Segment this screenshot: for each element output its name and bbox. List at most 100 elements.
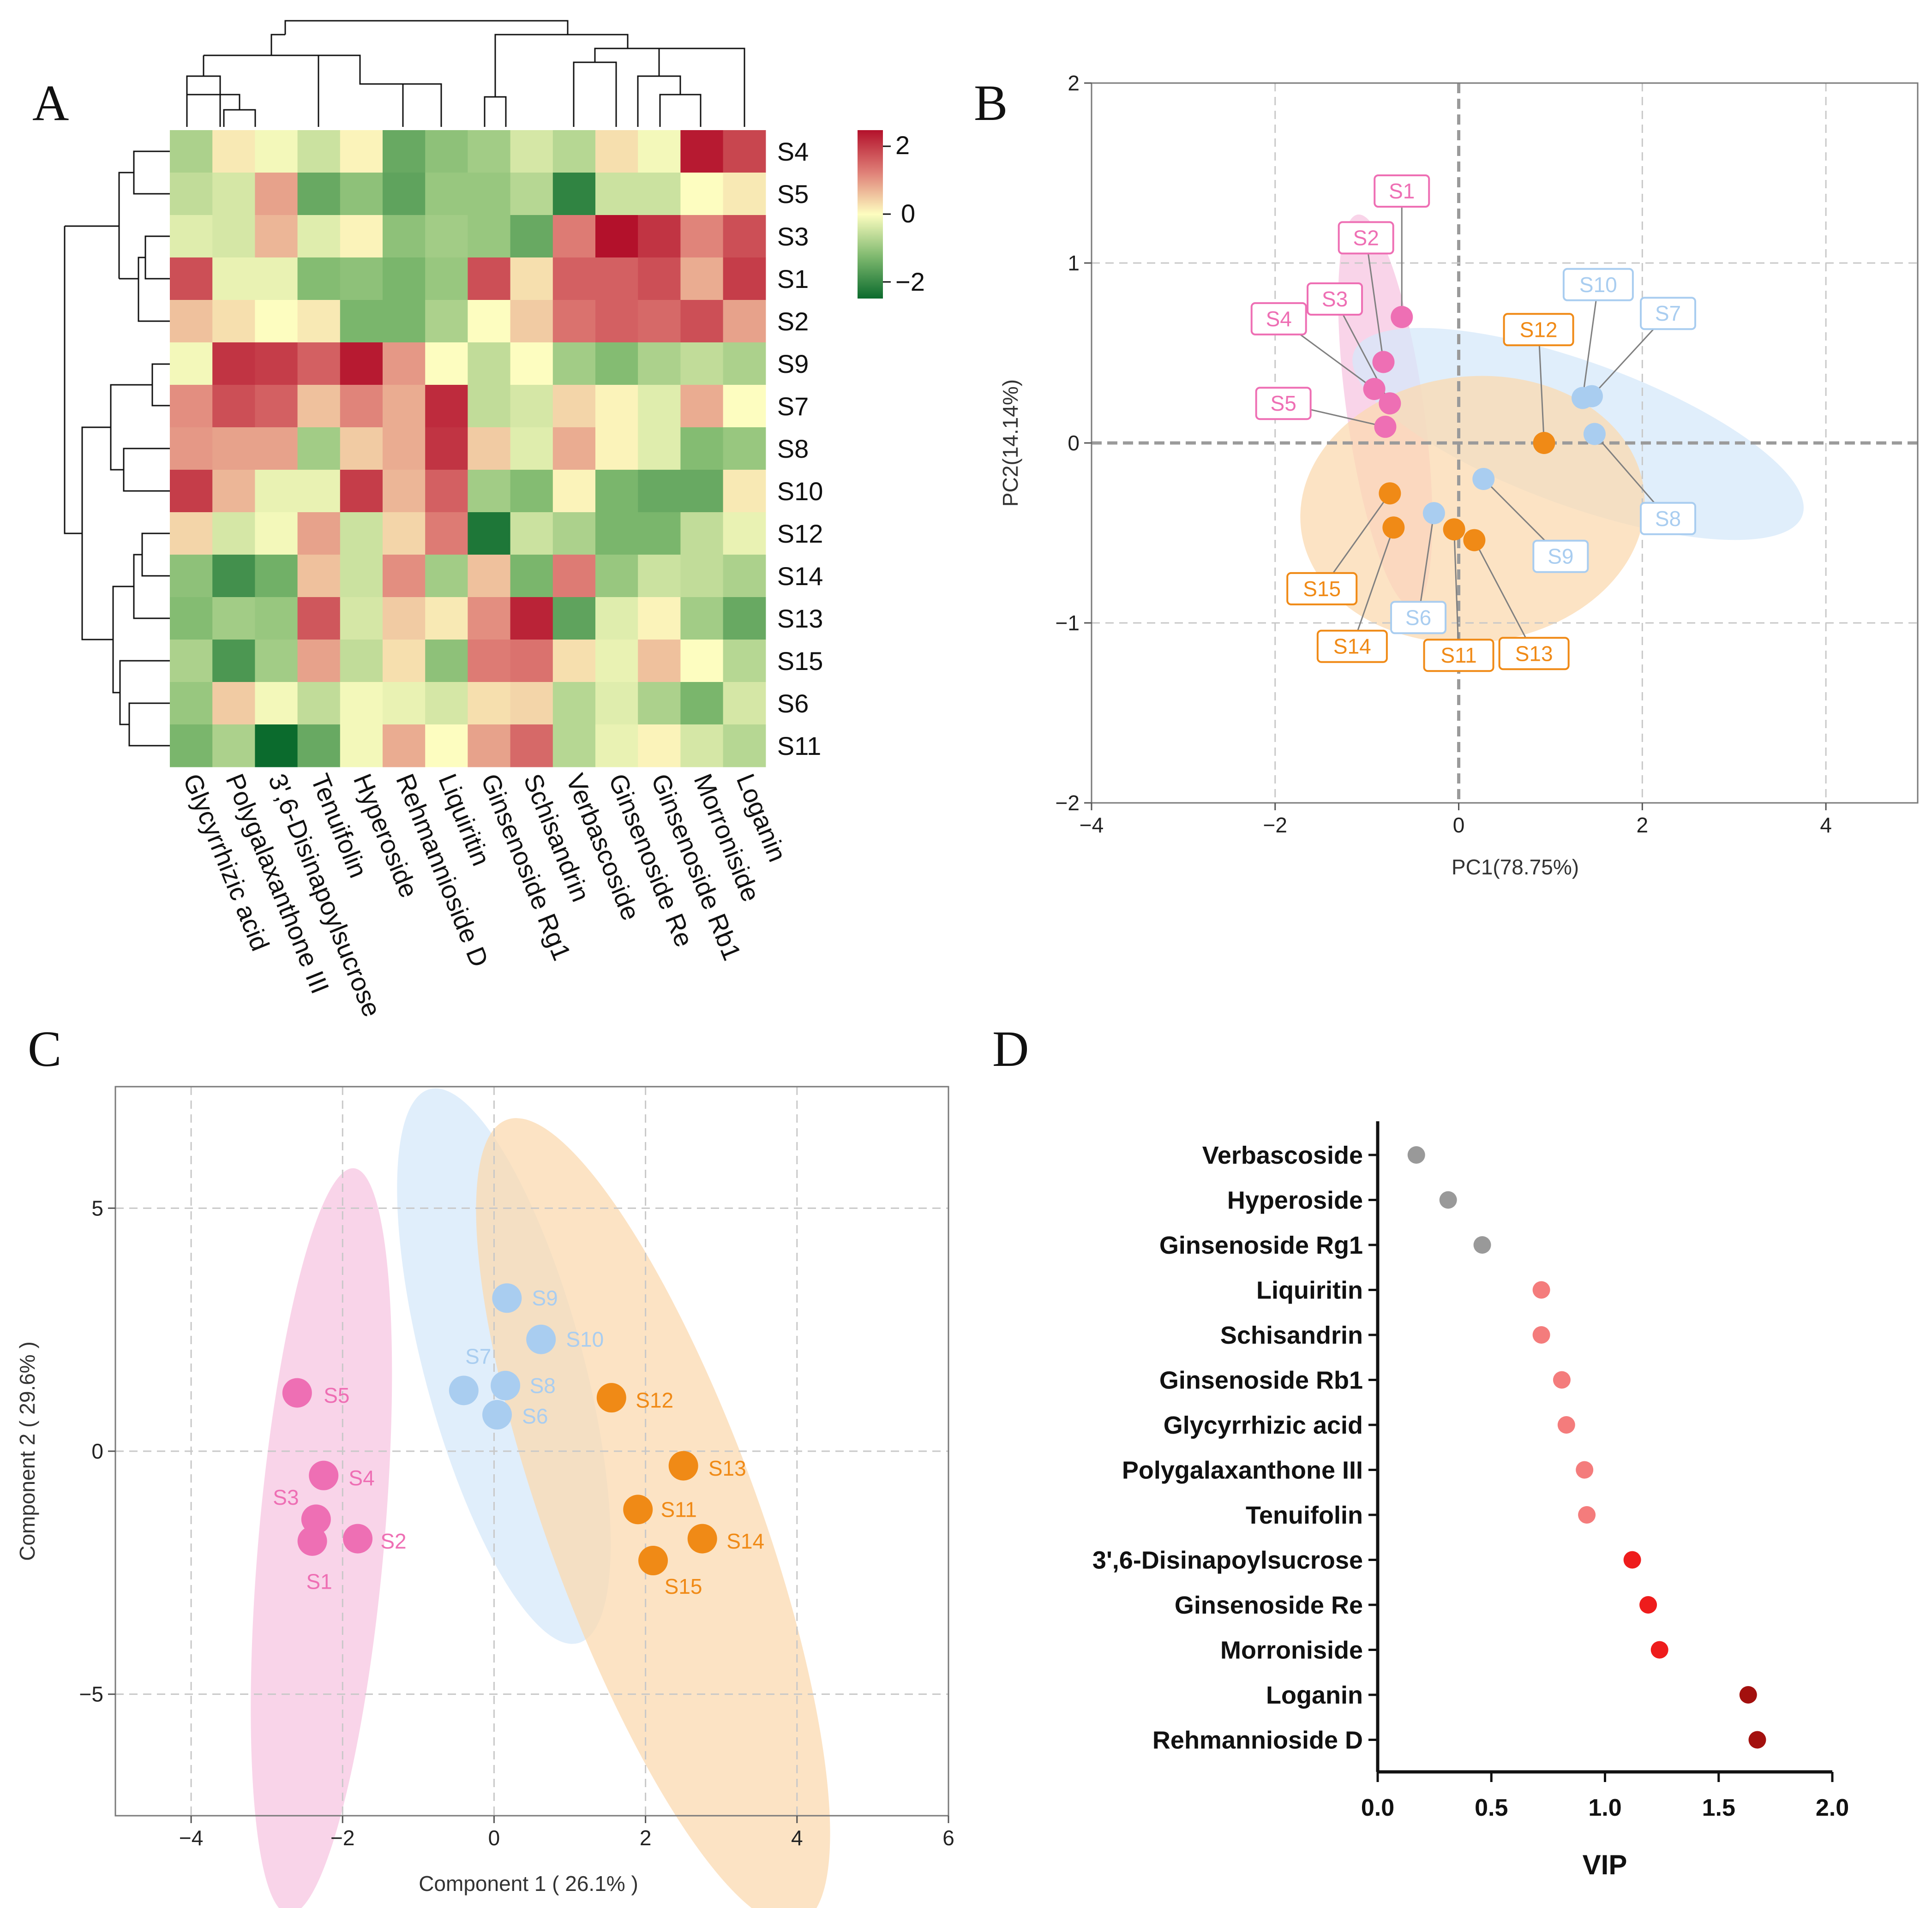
- panel-label-c: C: [28, 1021, 61, 1077]
- data-point: [687, 1524, 717, 1554]
- heatmap-cell: [680, 385, 724, 428]
- heatmap-cell: [723, 130, 766, 173]
- heatmap-cell: [510, 130, 553, 173]
- point-label: S11: [1440, 643, 1476, 667]
- heatmap-cell: [638, 640, 681, 682]
- point-label: S13: [708, 1456, 746, 1480]
- vip-dot: [1557, 1416, 1575, 1434]
- heatmap-cell: [680, 130, 724, 173]
- vip-dot: [1623, 1551, 1641, 1569]
- heatmap-panel: S4 S5 S3 S1 S2 S9 S7 S8 S10 S12 S14 S13 S15 S6 S11 Gly…: [64, 20, 925, 1021]
- heatmap-cell: [510, 724, 553, 767]
- vip-dot: [1439, 1191, 1457, 1209]
- heatmap-cell: [170, 130, 213, 173]
- heatmap-cell: [170, 724, 213, 767]
- heatmap-cell: [638, 342, 681, 385]
- point-label-box: [1498, 637, 1570, 670]
- heatmap-cell: [638, 130, 681, 173]
- heatmap-cell: [680, 342, 724, 385]
- heatmap-cell: [638, 470, 681, 513]
- data-point: [301, 1504, 331, 1534]
- heatmap-cell: [595, 385, 638, 428]
- heatmap-row-labels: S4 S5 S3 S1 S2 S9 S7 S8 S10 S12 S14 S13 S15 S6 S11: [777, 137, 823, 760]
- heatmap-cell: [723, 300, 766, 343]
- point-label: S15: [1303, 577, 1341, 601]
- heatmap-cell: [552, 470, 596, 513]
- point-label: S15: [665, 1574, 702, 1598]
- heatmap-cell: [383, 470, 426, 513]
- heatmap-cell: [468, 470, 511, 513]
- leader-line: [1474, 539, 1535, 654]
- vip-dot: [1553, 1371, 1571, 1389]
- heatmap-cell: [383, 173, 426, 215]
- heatmap-cell: [212, 257, 255, 300]
- heatmap-cell: [595, 257, 638, 300]
- heatmap-cell: [425, 130, 468, 173]
- heatmap-cell: [680, 512, 724, 555]
- vip-category-label: Schisandrin: [1220, 1322, 1363, 1349]
- heatmap-cell: [552, 512, 596, 555]
- point-label: S11: [660, 1497, 696, 1521]
- heatmap-cell: [340, 257, 383, 300]
- heatmap-cell: [212, 555, 255, 598]
- data-point: [297, 1526, 327, 1556]
- heatmap-cell: [723, 215, 766, 258]
- heatmap-cell: [680, 427, 724, 470]
- heatmap-cell: [468, 512, 511, 555]
- data-point: [492, 1283, 522, 1313]
- heatmap-cell: [212, 640, 255, 682]
- heatmap-cell: [170, 597, 213, 640]
- heatmap-cell: [510, 427, 553, 470]
- plsda-x-axis-label: Component 1 ( 26.1% ): [419, 1872, 638, 1896]
- heatmap-cell: [510, 215, 553, 258]
- data-point: [1382, 516, 1405, 539]
- panel-label-a: A: [32, 75, 69, 131]
- heatmap-cell: [425, 470, 468, 513]
- vip-category-label: Ginsenoside Re: [1175, 1591, 1363, 1619]
- heatmap-cell: [383, 385, 426, 428]
- heatmap-cell: [425, 385, 468, 428]
- data-point: [482, 1400, 512, 1430]
- point-label: S2: [380, 1529, 406, 1553]
- point-label: S4: [1266, 307, 1292, 331]
- x-tick-label: −2: [330, 1826, 354, 1850]
- x-tick-label: −2: [1263, 813, 1287, 837]
- vip-dot: [1407, 1146, 1425, 1164]
- heatmap-cell: [297, 555, 341, 598]
- heatmap-cell: [170, 173, 213, 215]
- heatmap-cell: [510, 257, 553, 300]
- vip-category-label: Ginsenoside Rb1: [1159, 1367, 1363, 1394]
- leader-line: [1453, 529, 1460, 656]
- heatmap-cell: [340, 342, 383, 385]
- heatmap-cell: [680, 215, 724, 258]
- heatmap-cell: [552, 597, 596, 640]
- heatmap-cell: [425, 342, 468, 385]
- point-label: S8: [1655, 507, 1681, 531]
- y-tick-label: 2: [1068, 71, 1080, 95]
- heatmap-cell: [468, 385, 511, 428]
- heatmap-cell: [510, 512, 553, 555]
- vip-x-axis-label: VIP: [1583, 1849, 1627, 1880]
- confidence-ellipse: [1300, 376, 1645, 643]
- heatmap-cell: [170, 342, 213, 385]
- heatmap-cell: [425, 555, 468, 598]
- heatmap-cell: [595, 173, 638, 215]
- data-point: [1443, 518, 1465, 541]
- heatmap-row-label: S7: [777, 392, 809, 421]
- point-label-box: [1640, 297, 1697, 330]
- heatmap-cell: [297, 597, 341, 640]
- heatmap-cell: [340, 470, 383, 513]
- heatmap-cell: [595, 724, 638, 767]
- heatmap-cell: [170, 215, 213, 258]
- data-point: [282, 1378, 312, 1408]
- heatmap-cell: [680, 640, 724, 682]
- plsda-ticks: −4 −2 0 2 4 6 5 0 −5: [79, 1196, 954, 1850]
- point-label-box: [1562, 268, 1634, 301]
- heatmap-cell: [723, 555, 766, 598]
- heatmap-row-label: S14: [777, 562, 823, 591]
- vip-dot: [1739, 1686, 1757, 1704]
- confidence-ellipse: [476, 1118, 830, 1908]
